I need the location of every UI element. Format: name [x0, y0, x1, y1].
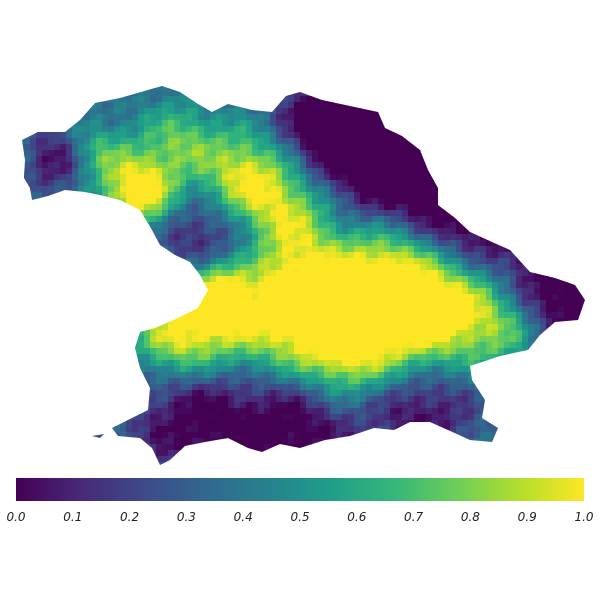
colorbar-tick-label: 0.0 — [6, 510, 26, 524]
colorbar-tick-label: 0.5 — [290, 510, 310, 524]
colorbar-tick-label: 0.1 — [63, 510, 83, 524]
map-raster — [22, 86, 585, 465]
colorbar-tick-label: 0.7 — [404, 510, 424, 524]
colorbar-tick-labels: 0.0 0.1 0.2 0.3 0.4 0.5 0.6 0.7 0.8 0.9 … — [0, 510, 600, 530]
colorbar-tick-label: 0.9 — [517, 510, 537, 524]
map-raster-cells — [22, 86, 585, 465]
map-island-fragment — [92, 434, 104, 438]
colorbar-tick-label: 0.8 — [460, 510, 480, 524]
colorbar-tick-label: 0.2 — [120, 510, 140, 524]
colorbar-tick-label: 0.6 — [347, 510, 367, 524]
suitability-map — [22, 86, 585, 465]
colorbar-tick-label: 0.4 — [233, 510, 253, 524]
colorbar-gradient — [16, 478, 584, 501]
colorbar-tick-label: 0.3 — [176, 510, 196, 524]
colorbar — [16, 478, 584, 501]
colorbar-tick-label: 1.0 — [574, 510, 594, 524]
